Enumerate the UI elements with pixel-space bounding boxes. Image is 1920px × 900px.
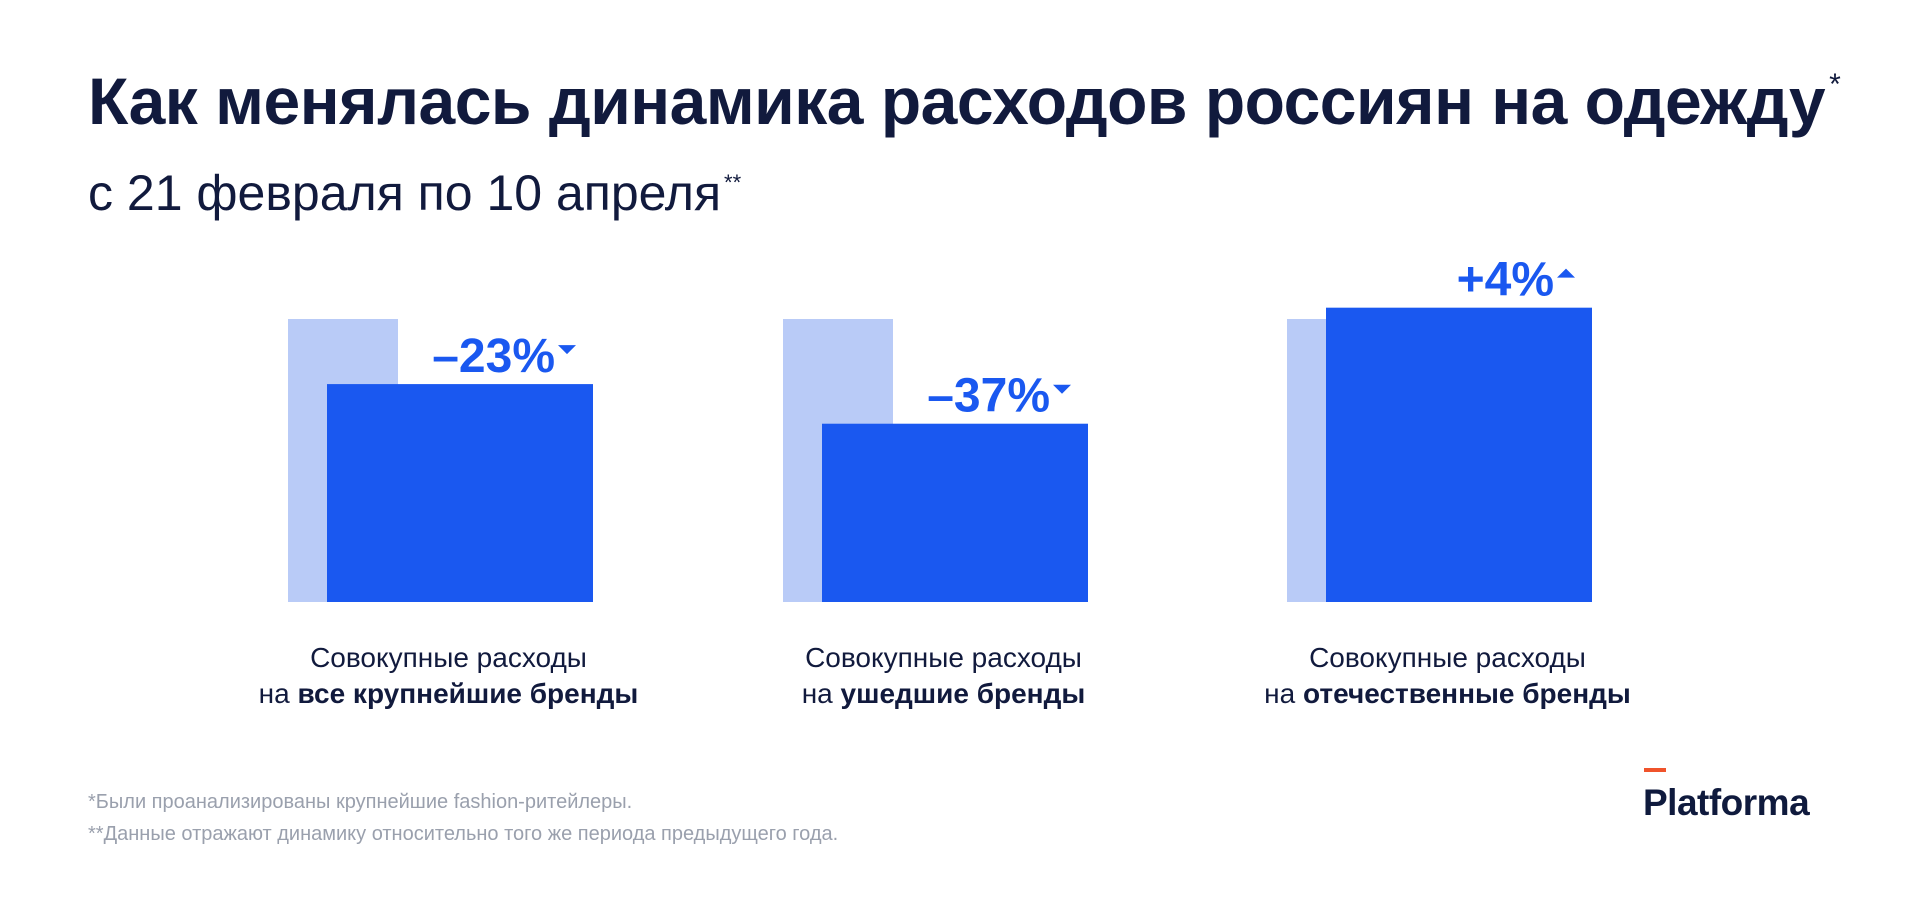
chart-title: Как менялась динамика расходов россиян н… (88, 68, 1841, 134)
change-label-3: +4% (1457, 254, 1554, 307)
category-label-line2-2: на ушедшие бренды (802, 678, 1086, 709)
category-label-line2-3: на отечественные бренды (1264, 678, 1631, 709)
footnote-1: *Были проанализированы крупнейшие fashio… (88, 791, 633, 813)
chart-subtitle-text: с 21 февраля по 10 апреля (88, 165, 722, 221)
triangle-down-icon-1 (558, 345, 576, 355)
bar-current-period-3 (1326, 307, 1592, 602)
category-label-line1-3: Совокупные расходы (1309, 642, 1586, 673)
change-label-2: –37% (927, 370, 1050, 423)
category-label-line1-2: Совокупные расходы (805, 642, 1082, 673)
category-label-line1-1: Совокупные расходы (310, 642, 587, 673)
logo-accent-dash (1644, 768, 1666, 772)
change-label-1: –23% (432, 330, 555, 383)
logo-text: Platforma (1643, 782, 1810, 823)
triangle-up-icon-3 (1557, 268, 1575, 278)
triangle-down-icon-2 (1053, 384, 1071, 394)
title-footnote-mark: * (1829, 68, 1841, 101)
subtitle-footnote-mark: ** (724, 170, 742, 195)
bar-chart: –23% Совокупные расходы на все крупнейшие … (259, 254, 1631, 709)
footnote-2: **Данные отражают динамику относительно … (88, 823, 839, 845)
chart-title-text: Как менялась динамика расходов россиян н… (88, 64, 1826, 138)
chart-subtitle: с 21 февраля по 10 апреля ** (88, 168, 741, 218)
platforma-logo: Platforma (1643, 768, 1843, 828)
footnotes: *Были проанализированы крупнейшие fashio… (88, 786, 838, 850)
bar-current-period-1 (327, 384, 593, 602)
category-label-line2-1: на все крупнейшие бренды (259, 678, 639, 709)
bar-current-period-2 (822, 423, 1088, 602)
